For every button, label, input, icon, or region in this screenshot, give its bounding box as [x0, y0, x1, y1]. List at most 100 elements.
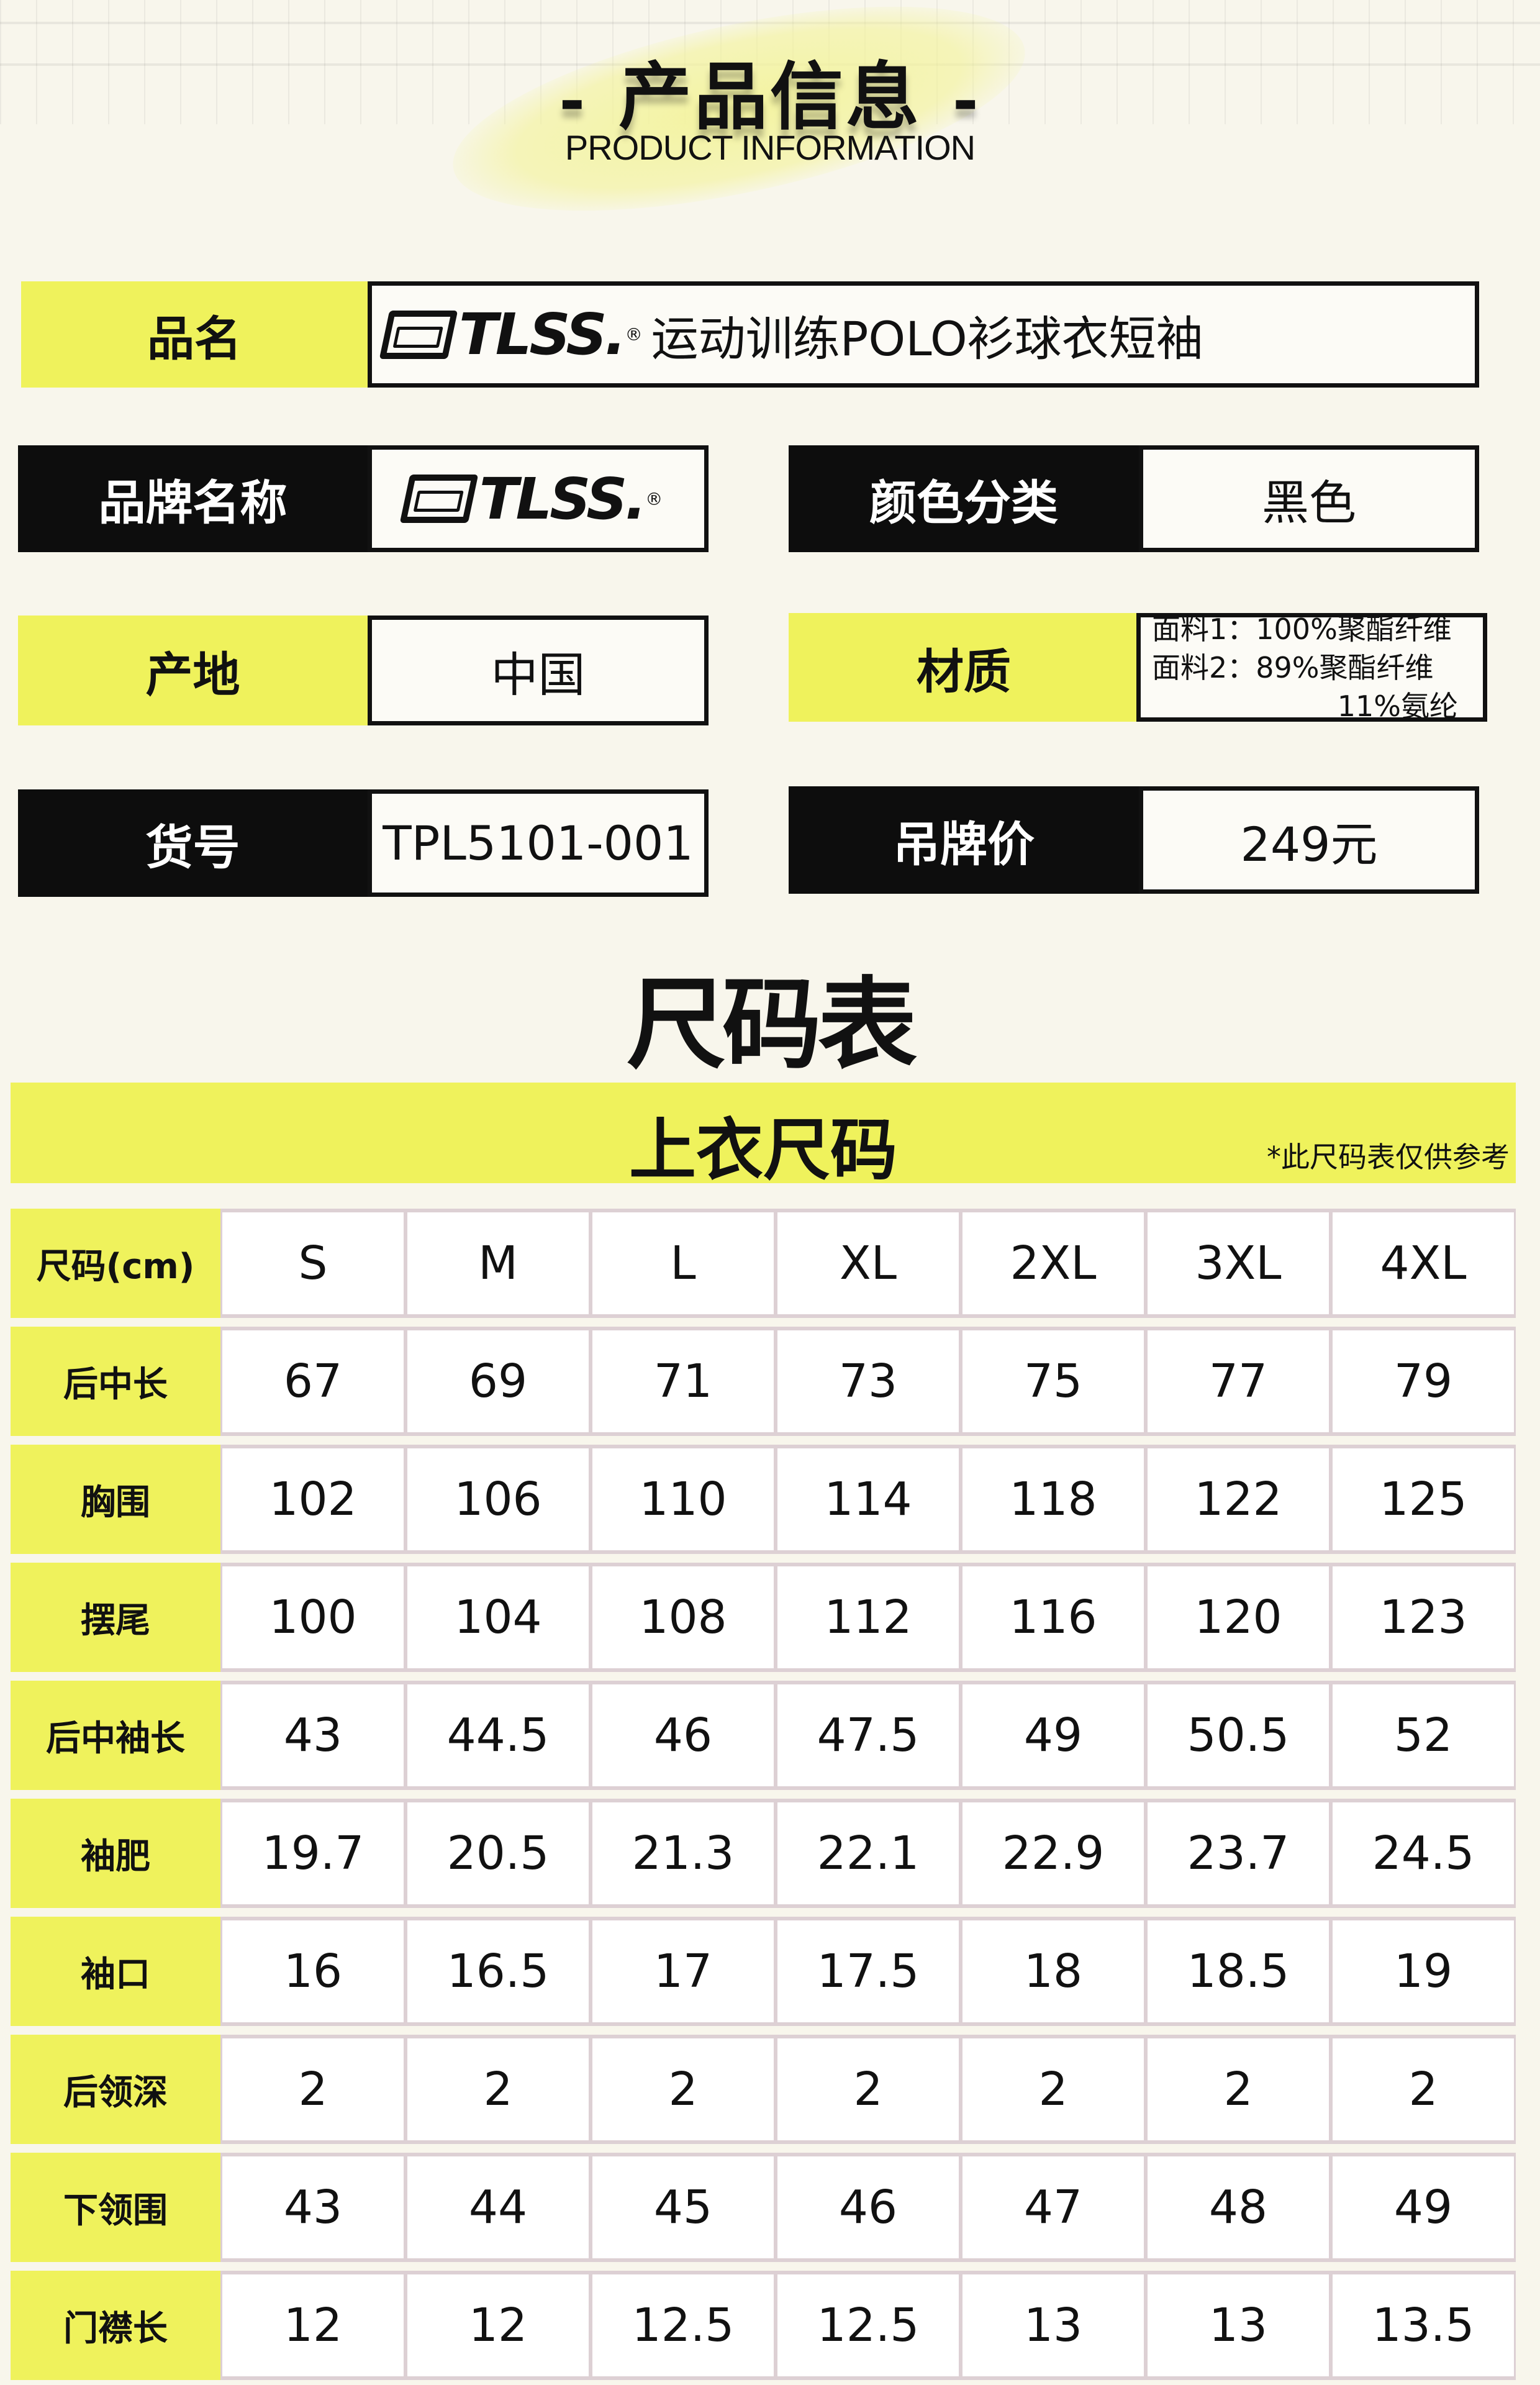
table-cell: 47.5 — [776, 1681, 961, 1790]
row-label: 后中长 — [11, 1327, 220, 1436]
price-value: 249元 — [1139, 786, 1479, 894]
table-cell: 69 — [405, 1327, 591, 1436]
table-cell: 100 — [220, 1563, 405, 1672]
tlss-logo: TLSS. ® — [399, 465, 663, 532]
table-cell: 2 — [1146, 2035, 1331, 2144]
tlss-logo: TLSS. ® — [379, 301, 643, 368]
logo-text: TLSS. — [479, 465, 647, 532]
table-cell: 77 — [1146, 1327, 1331, 1436]
table-cell: 116 — [961, 1563, 1146, 1672]
material-line: 面料2：89%聚酯纤维 — [1152, 650, 1434, 684]
table-cell: 19 — [1331, 1917, 1516, 2026]
table-cell: 48 — [1146, 2153, 1331, 2262]
table-cell: 24.5 — [1331, 1799, 1516, 1908]
color-label: 颜色分类 — [789, 445, 1139, 552]
table-cell: 50.5 — [1146, 1681, 1331, 1790]
table-row: 后中袖长 43 44.5 46 47.5 49 50.5 52 — [11, 1681, 1516, 1790]
table-cell: 13 — [1146, 2271, 1331, 2380]
reference-note: *此尺码表仅供参考 — [1267, 1140, 1510, 1174]
product-name-value: TLSS. ® 运动训练POLO衫球衣短袖 — [368, 281, 1479, 388]
row-label: 后领深 — [11, 2035, 220, 2144]
row-label: 袖口 — [11, 1917, 220, 2026]
table-cell: 52 — [1331, 1681, 1516, 1790]
table-header-row: 尺码(cm) S M L XL 2XL 3XL 4XL — [11, 1209, 1516, 1318]
table-cell: 16 — [220, 1917, 405, 2026]
row-label: 摆尾 — [11, 1563, 220, 1672]
table-cell: 106 — [405, 1445, 591, 1554]
table-cell: 79 — [1331, 1327, 1516, 1436]
table-row: 门襟长 12 12 12.5 12.5 13 13 13.5 — [11, 2271, 1516, 2380]
size-header-cell: L — [591, 1209, 776, 1318]
table-cell: 2 — [591, 2035, 776, 2144]
logo-icon — [399, 475, 478, 523]
logo-icon — [379, 310, 458, 359]
table-row: 下领围 43 44 45 46 47 48 49 — [11, 2153, 1516, 2262]
table-cell: 112 — [776, 1563, 961, 1672]
row-label: 胸围 — [11, 1445, 220, 1554]
table-cell: 20.5 — [405, 1799, 591, 1908]
table-row: 袖口 16 16.5 17 17.5 18 18.5 19 — [11, 1917, 1516, 2026]
material-line: 面料1：100%聚酯纤维 — [1152, 612, 1452, 646]
material-line: 11%氨纶 — [1337, 689, 1458, 723]
size-chart-title: 尺码表 — [626, 966, 917, 1083]
size-header-cell: M — [405, 1209, 591, 1318]
price-label: 吊牌价 — [789, 786, 1139, 894]
table-cell: 16.5 — [405, 1917, 591, 2026]
section-band: 上衣尺码 *此尺码表仅供参考 — [11, 1083, 1516, 1189]
table-cell: 22.1 — [776, 1799, 961, 1908]
table-cell: 17 — [591, 1917, 776, 2026]
size-header-cell: 4XL — [1331, 1209, 1516, 1318]
table-cell: 118 — [961, 1445, 1146, 1554]
table-cell: 46 — [591, 1681, 776, 1790]
origin-value: 中国 — [368, 616, 709, 725]
page-subtitle: PRODUCT INFORMATION — [564, 128, 976, 167]
table-cell: 123 — [1331, 1563, 1516, 1672]
origin-label: 产地 — [18, 616, 368, 725]
brand-value: TLSS. ® — [368, 445, 709, 552]
size-header-cell: 3XL — [1146, 1209, 1331, 1318]
table-cell: 19.7 — [220, 1799, 405, 1908]
table-cell: 122 — [1146, 1445, 1331, 1554]
table-cell: 43 — [220, 2153, 405, 2262]
table-cell: 49 — [961, 1681, 1146, 1790]
table-cell: 12 — [220, 2271, 405, 2380]
dash: - — [953, 65, 981, 137]
color-value: 黑色 — [1139, 445, 1479, 552]
table-cell: 45 — [591, 2153, 776, 2262]
row-label: 后中袖长 — [11, 1681, 220, 1790]
table-cell: 12 — [405, 2271, 591, 2380]
table-cell: 12.5 — [591, 2271, 776, 2380]
section-title: 上衣尺码 — [628, 1112, 897, 1189]
table-cell: 21.3 — [591, 1799, 776, 1908]
table-cell: 22.9 — [961, 1799, 1146, 1908]
table-cell: 44.5 — [405, 1681, 591, 1790]
table-cell: 2 — [961, 2035, 1146, 2144]
size-header-cell: 2XL — [961, 1209, 1146, 1318]
table-row: 胸围 102 106 110 114 118 122 125 — [11, 1445, 1516, 1554]
table-cell: 17.5 — [776, 1917, 961, 2026]
table-cell: 120 — [1146, 1563, 1331, 1672]
table-cell: 13 — [961, 2271, 1146, 2380]
table-cell: 114 — [776, 1445, 961, 1554]
size-header-cell: S — [220, 1209, 405, 1318]
table-row: 后中长 67 69 71 73 75 77 79 — [11, 1327, 1516, 1436]
sku-value: TPL5101-001 — [368, 789, 709, 897]
row-label: 袖肥 — [11, 1799, 220, 1908]
table-cell: 47 — [961, 2153, 1146, 2262]
size-header-cell: XL — [776, 1209, 961, 1318]
table-cell: 2 — [1331, 2035, 1516, 2144]
table-cell: 44 — [405, 2153, 591, 2262]
table-cell: 13.5 — [1331, 2271, 1516, 2380]
brand-label: 品牌名称 — [18, 445, 368, 552]
sku-label: 货号 — [18, 789, 368, 897]
table-cell: 2 — [220, 2035, 405, 2144]
table-cell: 12.5 — [776, 2271, 961, 2380]
row-label: 下领围 — [11, 2153, 220, 2262]
table-cell: 102 — [220, 1445, 405, 1554]
table-cell: 73 — [776, 1327, 961, 1436]
table-row: 袖肥 19.7 20.5 21.3 22.1 22.9 23.7 24.5 — [11, 1799, 1516, 1908]
product-name-text: 运动训练POLO衫球衣短袖 — [651, 311, 1203, 366]
material-label: 材质 — [789, 613, 1139, 722]
table-row: 摆尾 100 104 108 112 116 120 123 — [11, 1563, 1516, 1672]
table-cell: 43 — [220, 1681, 405, 1790]
